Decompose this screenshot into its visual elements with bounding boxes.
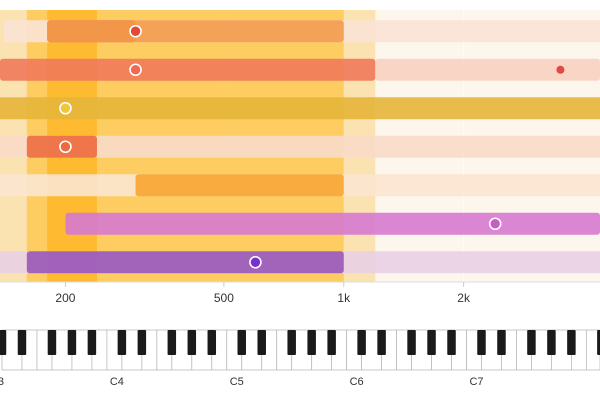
marker-dot [59, 140, 72, 154]
black-key [67, 330, 77, 355]
markers [59, 24, 565, 269]
black-key [287, 330, 296, 355]
x-tick-label: 200 [55, 291, 75, 305]
range-bar [65, 212, 600, 235]
octave-label: C7 [469, 376, 483, 388]
octave-label: C6 [350, 376, 364, 388]
marker-dot [129, 63, 142, 77]
range-bar [47, 20, 344, 43]
black-key [567, 330, 576, 355]
x-tick-label: 2k [457, 291, 471, 305]
black-key [0, 330, 7, 355]
black-key [497, 330, 506, 355]
black-key [447, 330, 456, 355]
black-key [237, 330, 246, 355]
marker-dot [249, 255, 262, 269]
black-key [87, 330, 97, 355]
black-key [257, 330, 266, 355]
black-key [407, 330, 416, 355]
marker-dot [556, 65, 565, 74]
black-key [327, 330, 336, 355]
black-key [137, 330, 147, 355]
marker-dot [129, 24, 142, 38]
range-bar [375, 58, 600, 81]
range-bars [0, 20, 600, 274]
range-bar [135, 174, 344, 197]
black-key [187, 330, 197, 355]
black-key [477, 330, 486, 355]
black-key [117, 330, 127, 355]
range-bar [0, 135, 600, 158]
range-bar [0, 97, 600, 120]
black-key [207, 330, 217, 355]
black-key [307, 330, 316, 355]
marker-dot [488, 217, 502, 231]
black-key [377, 330, 386, 355]
black-key [547, 330, 556, 355]
range-bar [26, 251, 344, 274]
x-axis: 200 500 1k 2k [0, 281, 600, 305]
x-tick-label: 500 [214, 291, 234, 305]
black-key [527, 330, 536, 355]
octave-label: C3 [0, 376, 4, 388]
black-key [167, 330, 177, 355]
x-tick-label: 1k [337, 291, 351, 305]
marker-dot [59, 101, 72, 115]
black-key [47, 330, 57, 355]
octave-label: C5 [230, 376, 244, 388]
black-key [427, 330, 436, 355]
black-key [597, 330, 600, 355]
range-bar [0, 58, 376, 81]
black-key [17, 330, 27, 355]
black-key [357, 330, 366, 355]
octave-label: C4 [110, 376, 124, 388]
piano-keyboard: C3 C4 C5 C6 C7 [0, 329, 600, 388]
